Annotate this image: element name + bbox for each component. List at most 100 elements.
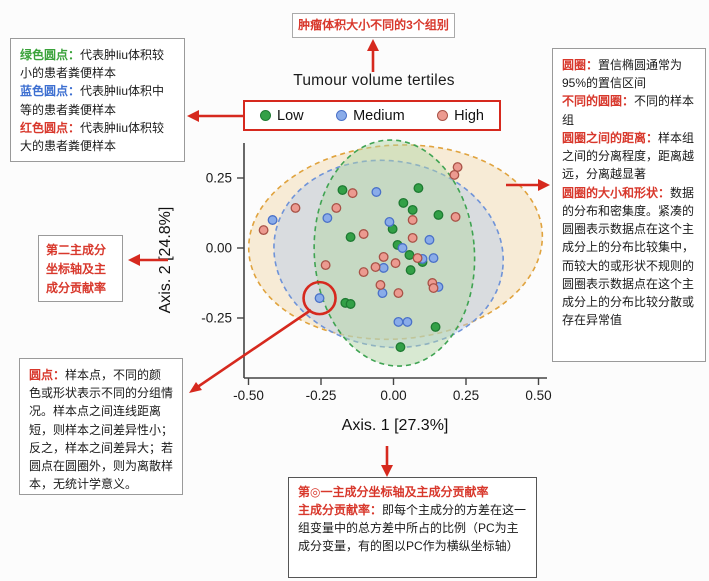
chart-title: Tumour volume tertiles: [293, 72, 455, 89]
point-low: [337, 185, 348, 195]
annotation-line: 绿色圆点：代表肿liu体积较小的患者粪便样本: [20, 46, 175, 82]
point-high: [258, 225, 269, 236]
legend-item-high: High: [437, 108, 484, 124]
point-high: [370, 262, 381, 272]
arrow-ylabel-to-midleft-box: [128, 254, 168, 266]
annotation-line: 第◎一主成分坐标轴及主成分贡献率: [298, 483, 527, 501]
point-high: [407, 215, 418, 225]
point-medium: [371, 187, 382, 197]
point-medium: [267, 215, 278, 225]
point-medium: [424, 234, 435, 245]
point-high: [331, 203, 342, 213]
point-medium: [393, 316, 404, 327]
medium-dot-icon: [336, 110, 348, 121]
annotation-segment: 置信椭圆通常为95%的置信区间: [562, 58, 683, 91]
legend-label-low: Low: [277, 107, 304, 124]
point-high: [347, 188, 358, 199]
low-dot-icon: [260, 110, 271, 121]
point-medium: [377, 288, 388, 299]
highlight-circle: [302, 280, 337, 316]
annotation-line: 圆点：样本点，不同的颜色或形状表示不同的分组情况。样本点之间连线距离短，则样本之…: [29, 366, 173, 494]
annotation-line: 红色圆点：代表肿liu体积较大的患者粪便样本: [20, 119, 175, 155]
point-high: [290, 203, 301, 213]
annotation-axis2: 第二主成分坐标轴及主成分贡献率: [38, 235, 123, 302]
annotation-segment: 第◎一主成分坐标轴及主成分贡献率: [298, 485, 489, 499]
red-arrows: [128, 39, 550, 477]
annotation-line: 主成分贡献率：即每个主成分的方差在这一组变量中的总方差中所占的比例（PC为主成分…: [298, 501, 527, 555]
annotation-segment: 绿色圆点：: [20, 48, 81, 62]
legend-item-medium: Medium: [336, 108, 405, 124]
point-high: [412, 253, 423, 264]
annotation-axis1: 第◎一主成分坐标轴及主成分贡献率主成分贡献率：即每个主成分的方差在这一组变量中的…: [288, 477, 537, 578]
x-axis-label: Axis. 1 [27.3%]: [342, 417, 449, 434]
annotation-segment: 代表肿liu体积中等的患者粪便样本: [20, 84, 165, 117]
point-low: [395, 342, 406, 353]
y-tick-label: 0.25: [206, 171, 232, 186]
arrow-xlabel-to-bottom-box: [381, 446, 393, 477]
y-tick-label: 0.00: [206, 241, 232, 256]
legend-label-medium: Medium: [353, 107, 405, 124]
point-low: [398, 197, 409, 208]
y-axis-ticks: 0.25 0.00 -0.25: [201, 171, 244, 326]
annotation-ellipse-meaning: 圆圈：置信椭圆通常为95%的置信区间 不同的圆圈：不同的样本组 圆圈之间的距离：样本…: [552, 48, 706, 362]
y-tick-label: -0.25: [201, 311, 232, 326]
annotation-line: 圆圈之间的距离：样本组之间的分离程度，距离越远，分离越显著: [562, 129, 696, 184]
annotation-groups: 肿瘤体积大小不同的3个组别: [292, 13, 455, 38]
point-medium: [402, 316, 413, 327]
point-high: [393, 288, 404, 299]
point-medium: [428, 253, 439, 264]
confidence-ellipses: [247, 139, 544, 367]
annotation-segment: 圆圈之间的距离：: [562, 130, 659, 145]
x-tick-label: 0.25: [453, 388, 479, 403]
annotation-axis2-text: 第二主成分坐标轴及主成分贡献率: [46, 243, 107, 296]
annotation-segment: 代表肿liu体积较大的患者粪便样本: [20, 120, 165, 154]
annotation-line: 蓝色圆点：代表肿liu体积中等的患者粪便样本: [20, 82, 175, 118]
point-low: [345, 232, 356, 243]
point-high: [407, 232, 418, 243]
annotation-segment: 圆点：: [29, 368, 66, 382]
point-high: [358, 229, 369, 239]
x-tick-label: -0.25: [306, 388, 337, 403]
annotation-point-meaning: 圆点：样本点，不同的颜色或形状表示不同的分组情况。样本点之间连线距离短，则样本之…: [19, 358, 183, 495]
point-medium: [378, 262, 389, 273]
point-low: [345, 299, 356, 309]
x-tick-label: 0.00: [380, 388, 406, 403]
point-low: [407, 204, 418, 215]
point-high: [320, 260, 331, 271]
arrow-title-to-top-box: [367, 39, 379, 72]
annotation-segment: 样本点，不同的颜色或形状表示不同的分组情况。样本点之间连线距离短，则样本之间差异…: [29, 368, 174, 492]
point-high: [390, 258, 401, 269]
point-medium: [397, 243, 408, 253]
arrow-legend-to-topleft-box: [187, 110, 243, 122]
point-high: [375, 280, 386, 290]
point-high: [449, 169, 460, 180]
annotation-line: 圆圈：置信椭圆通常为95%的置信区间: [562, 56, 696, 92]
high-dot-icon: [437, 110, 449, 121]
x-axis-ticks: -0.50 -0.25 0.00 0.25 0.50: [233, 378, 552, 403]
x-tick-label: 0.50: [525, 388, 551, 403]
point-medium: [384, 217, 395, 227]
annotation-groups-text: 肿瘤体积大小不同的3个组别: [298, 18, 449, 33]
point-low: [433, 210, 444, 220]
annotation-segment: 样本组之间的分离程度，距离越远，分离越显著: [562, 130, 695, 182]
annotation-segment: 红色圆点：: [20, 120, 81, 135]
ellipse-medium: [273, 159, 505, 349]
legend-label-high: High: [454, 107, 484, 124]
point-high: [428, 283, 439, 293]
annotation-segment: 不同的样本组: [562, 94, 695, 127]
annotation-segment: 不同的圆圈：: [562, 94, 635, 109]
point-low: [413, 183, 424, 194]
annotation-segment: 圆圈的大小和形状：: [562, 185, 671, 200]
point-high: [378, 252, 389, 262]
legend-item-low: Low: [260, 108, 304, 124]
x-tick-label: -0.50: [233, 388, 264, 403]
annotation-segment: 蓝色圆点：: [20, 84, 81, 99]
annotation-segment: 主成分贡献率：: [298, 503, 383, 517]
arrow-plot-to-right-box: [506, 179, 550, 191]
point-high: [358, 267, 369, 278]
annotation-line: 不同的圆圈：不同的样本组: [562, 92, 696, 128]
point-low: [430, 322, 441, 332]
legend-box: Low Medium High: [243, 100, 501, 131]
